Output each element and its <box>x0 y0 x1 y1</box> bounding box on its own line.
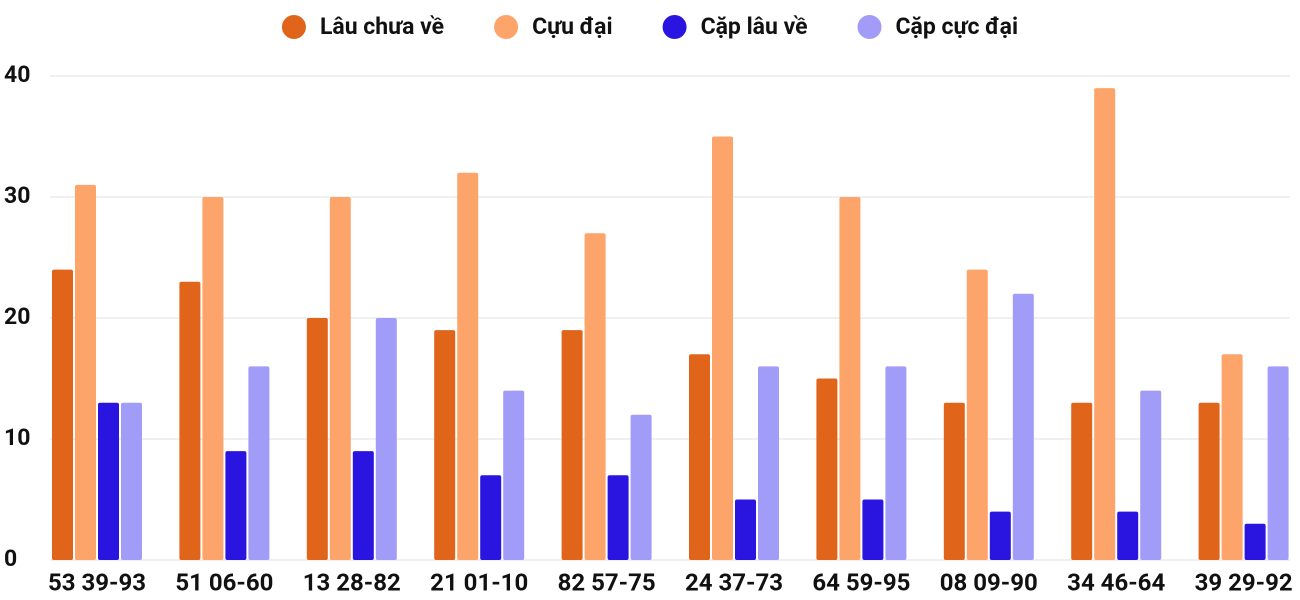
bar <box>862 499 884 560</box>
bar <box>98 402 119 560</box>
bar <box>816 378 838 560</box>
x-tick-label: 64 59-95 <box>812 568 910 596</box>
x-tick-label: 21 01-10 <box>430 568 528 596</box>
bar <box>630 414 652 560</box>
x-tick-label: 08 09-90 <box>940 568 1038 596</box>
bar <box>989 511 1011 560</box>
bar <box>885 366 907 560</box>
bar <box>943 402 965 560</box>
legend-swatch <box>857 15 882 39</box>
bar <box>561 330 583 560</box>
bar <box>329 197 351 560</box>
x-tick-label: 53 39-93 <box>48 568 146 596</box>
y-tick-label: 20 <box>4 303 30 330</box>
legend-item: Cựu đại <box>494 13 613 40</box>
bar <box>480 475 502 560</box>
bar <box>225 451 247 560</box>
legend-label: Lâu chưa về <box>320 13 444 40</box>
legend-swatch <box>494 15 519 39</box>
x-tick-label: 39 29-92 <box>1195 568 1293 596</box>
y-tick-label: 0 <box>4 545 17 572</box>
bar <box>75 184 96 560</box>
legend-label: Cặp cực đại <box>896 13 1019 40</box>
bar <box>306 318 328 560</box>
bar <box>607 475 629 560</box>
legend-label: Cặp lâu về <box>701 13 808 40</box>
legend-item: Cặp lâu về <box>662 13 808 40</box>
legend-swatch <box>662 15 687 39</box>
bar <box>1071 402 1093 560</box>
bar <box>457 172 479 561</box>
bar <box>52 269 73 560</box>
bar <box>1221 354 1243 560</box>
bar <box>1267 366 1289 560</box>
bar <box>179 281 201 560</box>
bar <box>758 366 779 560</box>
bar <box>712 136 733 560</box>
x-tick-label: 82 57-75 <box>558 568 656 596</box>
bar <box>375 318 397 560</box>
y-tick-label: 30 <box>4 182 30 209</box>
bar <box>1140 390 1162 560</box>
legend-item: Lâu chưa về <box>281 13 444 40</box>
bar <box>1117 511 1139 560</box>
bar <box>735 499 756 560</box>
bar <box>434 330 456 560</box>
bar <box>1198 402 1220 560</box>
bar <box>584 233 606 561</box>
bar <box>839 197 861 560</box>
legend-label: Cựu đại <box>532 13 613 40</box>
bar <box>689 354 710 560</box>
bar <box>966 269 988 560</box>
bar <box>202 197 224 560</box>
y-tick-label: 10 <box>4 424 30 451</box>
x-tick-label: 34 46-64 <box>1067 568 1165 596</box>
bar <box>121 402 142 560</box>
bar <box>248 366 270 560</box>
x-tick-label: 13 28-82 <box>303 568 401 596</box>
bar <box>1094 88 1116 560</box>
bar <box>1012 293 1034 560</box>
legend-item: Cặp cực đại <box>857 13 1019 40</box>
x-tick-label: 51 06-60 <box>175 568 273 596</box>
legend-swatch <box>281 15 306 39</box>
bar <box>1244 523 1266 560</box>
legend: Lâu chưa về Cựu đại Cặp lâu về Cặp cực đại <box>281 13 1019 40</box>
bar <box>503 390 525 560</box>
y-tick-label: 40 <box>4 61 30 88</box>
x-tick-label: 24 37-73 <box>685 568 783 596</box>
bar <box>352 451 374 560</box>
